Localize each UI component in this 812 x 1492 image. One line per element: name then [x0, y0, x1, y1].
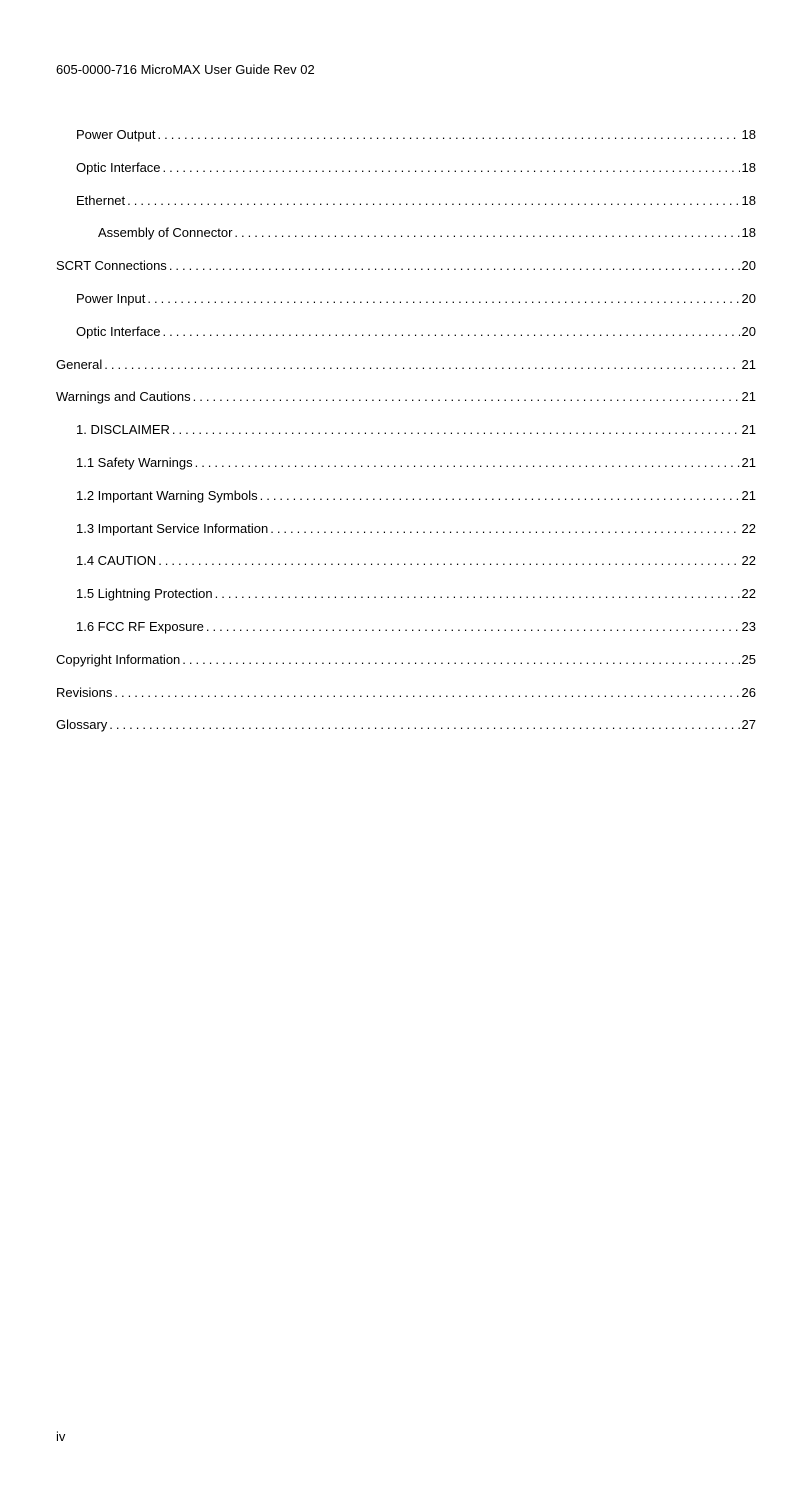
toc-page: 18: [742, 223, 756, 244]
document-header: 605-0000-716 MicroMAX User Guide Rev 02: [56, 62, 756, 77]
toc-label: Ethernet: [76, 191, 125, 212]
toc-label: General: [56, 355, 102, 376]
toc-page: 20: [742, 256, 756, 277]
toc-entry: Optic Interface 18: [56, 158, 756, 179]
toc-entry: Copyright Information 25: [56, 650, 756, 671]
toc-entry: 1.6 FCC RF Exposure 23: [56, 617, 756, 638]
toc-entry: Glossary 27: [56, 715, 756, 736]
toc-page: 27: [742, 715, 756, 736]
toc-page: 20: [742, 322, 756, 343]
toc-dots: [158, 125, 740, 146]
toc-page: 21: [742, 420, 756, 441]
toc-entry: 1.4 CAUTION 22: [56, 551, 756, 572]
toc-entry: Warnings and Cautions 21: [56, 387, 756, 408]
toc-page: 26: [742, 683, 756, 704]
toc-entry: 1.3 Important Service Information 22: [56, 519, 756, 540]
toc-dots: [215, 584, 740, 605]
toc-entry: 1.2 Important Warning Symbols 21: [56, 486, 756, 507]
toc-dots: [206, 617, 740, 638]
toc-label: Copyright Information: [56, 650, 180, 671]
toc-dots: [114, 683, 739, 704]
toc-entry: SCRT Connections 20: [56, 256, 756, 277]
toc-page: 22: [742, 551, 756, 572]
toc-label: 1. DISCLAIMER: [76, 420, 170, 441]
toc-dots: [109, 715, 739, 736]
toc-dots: [104, 355, 739, 376]
toc-label: 1.4 CAUTION: [76, 551, 156, 572]
toc-label: 1.3 Important Service Information: [76, 519, 268, 540]
toc-page: 21: [742, 355, 756, 376]
toc-label: Optic Interface: [76, 322, 161, 343]
toc-label: 1.2 Important Warning Symbols: [76, 486, 258, 507]
toc-page: 18: [742, 125, 756, 146]
toc-label: Warnings and Cautions: [56, 387, 191, 408]
toc-label: Optic Interface: [76, 158, 161, 179]
toc-label: Revisions: [56, 683, 112, 704]
toc-page: 21: [742, 486, 756, 507]
toc-label: Power Output: [76, 125, 156, 146]
toc-label: 1.1 Safety Warnings: [76, 453, 193, 474]
page-number: iv: [56, 1429, 65, 1444]
toc-entry: General 21: [56, 355, 756, 376]
toc-page: 21: [742, 387, 756, 408]
toc-entry: 1. DISCLAIMER 21: [56, 420, 756, 441]
toc-dots: [195, 453, 740, 474]
toc-label: 1.5 Lightning Protection: [76, 584, 213, 605]
toc-entry: Assembly of Connector 18: [56, 223, 756, 244]
toc-page: 18: [742, 158, 756, 179]
toc-page: 23: [742, 617, 756, 638]
toc-label: 1.6 FCC RF Exposure: [76, 617, 204, 638]
toc-entry: Revisions 26: [56, 683, 756, 704]
toc-dots: [169, 256, 740, 277]
toc-label: Power Input: [76, 289, 145, 310]
toc-page: 21: [742, 453, 756, 474]
toc-entry: Power Output 18: [56, 125, 756, 146]
toc-dots: [127, 191, 739, 212]
toc-entry: 1.5 Lightning Protection 22: [56, 584, 756, 605]
toc-page: 18: [742, 191, 756, 212]
toc-dots: [260, 486, 740, 507]
toc-dots: [172, 420, 740, 441]
table-of-contents: Power Output 18 Optic Interface 18 Ethernet 1…: [56, 125, 756, 736]
toc-entry: Optic Interface 20: [56, 322, 756, 343]
toc-page: 22: [742, 519, 756, 540]
toc-dots: [234, 223, 739, 244]
toc-label: SCRT Connections: [56, 256, 167, 277]
toc-label: Glossary: [56, 715, 107, 736]
toc-dots: [270, 519, 739, 540]
toc-page: 25: [742, 650, 756, 671]
toc-dots: [193, 387, 740, 408]
toc-label: Assembly of Connector: [98, 223, 232, 244]
toc-dots: [158, 551, 739, 572]
toc-entry: 1.1 Safety Warnings 21: [56, 453, 756, 474]
toc-dots: [163, 158, 740, 179]
toc-entry: Power Input 20: [56, 289, 756, 310]
toc-page: 22: [742, 584, 756, 605]
toc-dots: [182, 650, 739, 671]
toc-entry: Ethernet 18: [56, 191, 756, 212]
toc-page: 20: [742, 289, 756, 310]
toc-dots: [163, 322, 740, 343]
toc-dots: [147, 289, 739, 310]
